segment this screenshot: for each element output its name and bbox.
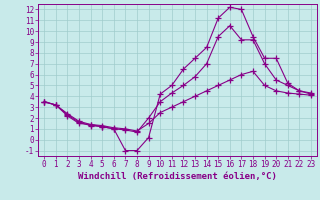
X-axis label: Windchill (Refroidissement éolien,°C): Windchill (Refroidissement éolien,°C) — [78, 172, 277, 181]
